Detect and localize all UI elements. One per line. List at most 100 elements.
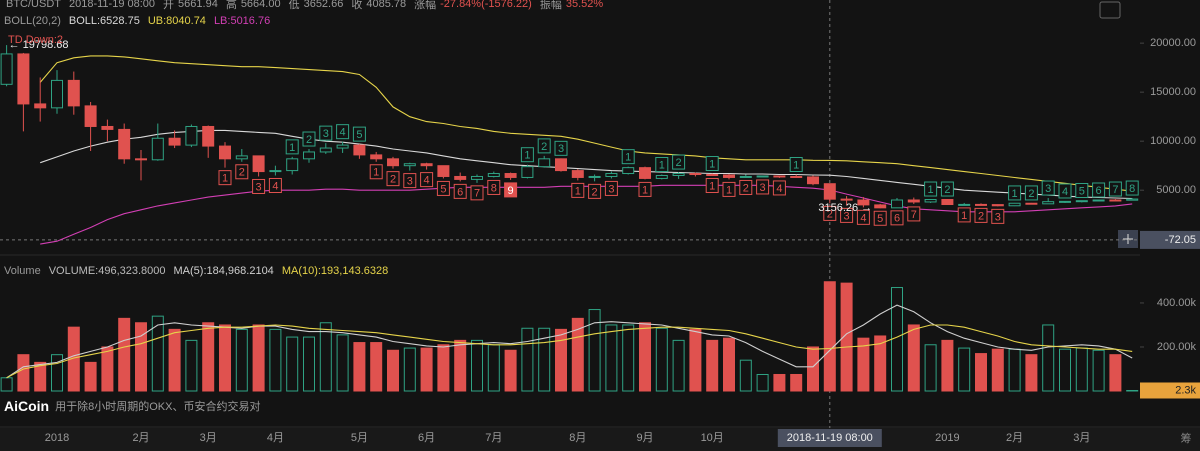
candle-body <box>471 175 483 180</box>
volume-title: Volume <box>4 265 41 277</box>
td-box <box>940 181 954 197</box>
td-box <box>856 209 870 225</box>
td-label: 6 <box>457 186 463 198</box>
x-tick-label: 3月 <box>1073 432 1090 444</box>
candle-body <box>605 173 618 177</box>
volume-bar <box>739 359 752 392</box>
volume-bar <box>1025 354 1038 392</box>
td-label: 2 <box>239 167 245 179</box>
volume-ma-line <box>6 324 1133 379</box>
candle-body <box>622 167 635 175</box>
td-label: 1 <box>524 150 530 162</box>
volume-bar <box>874 335 887 392</box>
td-box <box>1092 182 1106 198</box>
td-label: 6 <box>1096 185 1102 197</box>
td-label: 2 <box>541 141 547 153</box>
candle-body <box>907 199 920 203</box>
legend-entry: UB:8040.74 <box>147 15 206 27</box>
candle-body <box>975 203 987 206</box>
td-box <box>1075 182 1089 198</box>
y-tick-label: 5000.00 <box>1156 184 1196 196</box>
candle-body <box>336 144 349 149</box>
td-box <box>252 178 266 194</box>
td-box <box>604 180 618 196</box>
candle-body <box>1042 201 1055 205</box>
volume-bar <box>1126 389 1139 392</box>
td-label: 4 <box>860 212 866 224</box>
td-label: 1 <box>726 184 732 196</box>
td-box <box>705 156 719 172</box>
candle-body <box>303 151 315 160</box>
candle-body <box>1126 198 1139 201</box>
td-label: 1 <box>373 167 379 179</box>
candle-body <box>84 105 97 127</box>
volume-bar <box>891 287 903 392</box>
x-tick-label: 4月 <box>267 432 284 444</box>
td-label: 2 <box>676 157 682 169</box>
candle-body <box>840 198 853 201</box>
td-box <box>924 181 938 197</box>
volume-bar <box>67 326 80 392</box>
candle-body <box>403 163 416 167</box>
field-value: 4085.78 <box>366 0 407 10</box>
x-tick-label: 6月 <box>418 432 435 444</box>
x-label-box <box>777 429 882 447</box>
candle-body <box>571 170 584 178</box>
td-label: 2 <box>390 174 396 186</box>
volume-bar <box>168 328 181 392</box>
volume-bar <box>975 353 987 392</box>
fullscreen-icon[interactable] <box>1099 1 1121 19</box>
volume-bar <box>571 317 584 392</box>
field-label: 低 <box>288 0 300 11</box>
td-box <box>520 147 534 163</box>
td-box <box>1024 185 1038 201</box>
volume-bar <box>924 344 937 392</box>
volume-bar <box>790 373 803 392</box>
td-box <box>235 164 249 180</box>
candle-body <box>588 175 601 178</box>
td-label: 1 <box>222 173 228 185</box>
td-label: 1 <box>793 159 799 171</box>
annotation: 3156.26 → <box>818 202 872 214</box>
td-label: 3 <box>760 182 766 194</box>
td-label: 4 <box>1062 186 1068 198</box>
td-box <box>554 140 568 156</box>
candle-body <box>118 128 131 160</box>
volume-bar <box>756 373 769 392</box>
add-icon <box>1123 234 1133 244</box>
volume-bar <box>303 336 315 392</box>
td-box <box>655 157 669 173</box>
td-label: 1 <box>709 180 715 192</box>
legend-entry: VOLUME:496,323.8000 <box>48 265 166 277</box>
field-label: 开 <box>163 0 175 11</box>
candle-body <box>941 199 954 206</box>
symbol: BTC/USDT <box>6 0 61 10</box>
td-box <box>1108 181 1122 197</box>
candle-body <box>672 173 685 176</box>
td-box <box>1058 183 1072 199</box>
td-title: TD Down:2 <box>8 34 64 46</box>
x-tick-label: 10月 <box>701 432 724 444</box>
td-label: 3 <box>323 128 329 140</box>
td-box <box>453 183 467 199</box>
td-label: 5 <box>440 183 446 195</box>
volume-bar <box>101 346 114 392</box>
td-box <box>571 182 585 198</box>
x-tick-label: 8月 <box>569 432 586 444</box>
volume-bar <box>689 328 702 392</box>
td-box <box>672 154 686 170</box>
td-box <box>537 138 551 154</box>
td-box <box>890 210 904 226</box>
boll-legend: BOLL(20,2) BOLL:6528.75 UB:8040.74 LB:5016… <box>4 15 270 27</box>
candle-body <box>135 158 147 161</box>
td-label: 1 <box>625 152 631 164</box>
volume-bar <box>857 337 870 392</box>
td-label: 3 <box>256 181 262 193</box>
volume-bar <box>202 322 215 392</box>
candle-body <box>706 174 719 177</box>
candle-body <box>202 125 215 147</box>
volume-bar <box>1059 348 1071 392</box>
volume-bar <box>353 342 366 392</box>
candle-body <box>891 199 903 209</box>
